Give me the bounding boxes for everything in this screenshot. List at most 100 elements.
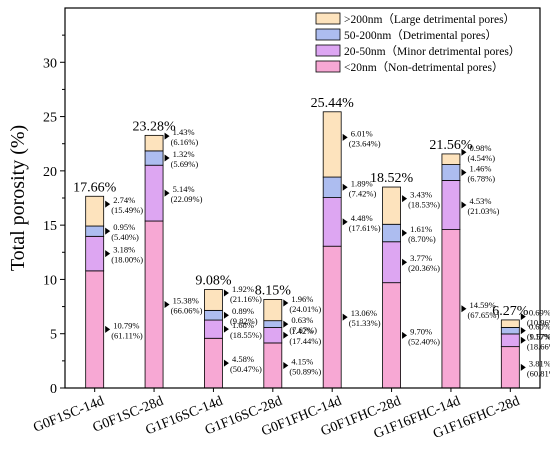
- bar-segment: [263, 320, 283, 328]
- segment-value-label: 4.15%: [291, 356, 313, 366]
- segment-share-label: (60.81%): [527, 368, 550, 378]
- legend-label: <20nm（Non-detrimental pores）: [344, 61, 503, 74]
- segment-share-label: (9.82%): [230, 316, 258, 326]
- legend-swatch: [315, 44, 341, 57]
- y-axis-label: Total porosity (%): [7, 125, 29, 271]
- segment-value-label: 9.70%: [410, 326, 432, 336]
- segment-value-label: 0.98%: [469, 143, 491, 153]
- segment-share-label: (7.67%): [289, 325, 317, 335]
- segment-share-label: (6.78%): [467, 173, 495, 183]
- segment-share-label: (61.11%): [111, 330, 143, 340]
- segment-share-label: (66.06%): [171, 306, 203, 316]
- bar-total-label: 21.56%: [429, 138, 473, 153]
- segment-value-label: 1.43%: [173, 127, 195, 137]
- bar-segment: [382, 241, 401, 284]
- annotation-arrow-icon: [223, 289, 229, 297]
- annotation-arrow-icon: [283, 320, 289, 328]
- bar-total-label: 23.28%: [132, 119, 176, 134]
- annotation-arrow-icon: [520, 336, 526, 344]
- annotation-arrow-icon: [223, 359, 229, 367]
- segment-value-label: 3.77%: [410, 253, 432, 263]
- bar-total-label: 18.52%: [370, 171, 414, 186]
- segment-value-label: 4.53%: [469, 196, 491, 206]
- bar-total-label: 8.15%: [255, 283, 292, 298]
- segment-share-label: (10.96%): [527, 318, 550, 328]
- bar-segment: [500, 319, 520, 328]
- segment-value-label: 2.74%: [113, 195, 135, 205]
- segment-share-label: (18.66%): [527, 341, 550, 351]
- segment-share-label: (51.33%): [349, 318, 381, 328]
- segment-share-label: (18.53%): [408, 200, 440, 210]
- annotation-arrow-icon: [342, 218, 348, 226]
- annotation-arrow-icon: [402, 229, 408, 237]
- annotation-arrow-icon: [223, 325, 229, 333]
- bar-segment: [322, 111, 342, 178]
- segment-share-label: (50.89%): [289, 366, 321, 376]
- segment-share-label: (4.54%): [467, 153, 495, 163]
- annotation-arrow-icon: [105, 200, 111, 208]
- bar-segment: [204, 319, 223, 339]
- segment-value-label: 15.38%: [173, 296, 199, 306]
- bar-segment: [382, 186, 401, 225]
- segment-share-label: (6.16%): [171, 137, 199, 147]
- segment-share-label: (20.36%): [408, 263, 440, 273]
- segment-value-label: 5.14%: [173, 184, 195, 194]
- segment-value-label: 1.92%: [232, 284, 254, 294]
- segment-share-label: (52.40%): [408, 336, 440, 346]
- annotation-arrow-icon: [283, 361, 289, 369]
- annotation-arrow-icon: [461, 305, 467, 313]
- bar-segment: [382, 282, 401, 389]
- bar-total-label: 6.27%: [492, 304, 529, 319]
- annotation-arrow-icon: [520, 363, 526, 371]
- bar-segment: [144, 150, 164, 166]
- bar-segment: [204, 289, 223, 311]
- bar-segment: [204, 309, 223, 321]
- y-tick-label: 5: [50, 328, 57, 343]
- segment-share-label: (23.64%): [349, 138, 381, 148]
- segment-share-label: (5.69%): [171, 159, 199, 169]
- segment-share-label: (24.01%): [289, 304, 321, 314]
- y-tick-label: 15: [43, 219, 57, 234]
- annotation-arrow-icon: [164, 301, 170, 309]
- segment-value-label: 4.58%: [232, 354, 254, 364]
- annotation-arrow-icon: [342, 133, 348, 141]
- bar-segment: [144, 134, 164, 152]
- segment-value-label: 10.79%: [113, 320, 139, 330]
- x-axis: G0F1SC-14dG0F1SC-28dG1F16SC-14dG1F16SC-2…: [31, 388, 522, 442]
- annotation-arrow-icon: [105, 325, 111, 333]
- segment-value-label: 1.61%: [410, 224, 432, 234]
- annotation-arrow-icon: [283, 299, 289, 307]
- annotation-arrow-icon: [342, 183, 348, 191]
- segment-value-label: 0.63%: [291, 315, 313, 325]
- y-tick-label: 20: [43, 165, 57, 180]
- bar-segment: [85, 235, 105, 272]
- legend-label: >200nm（Large detrimental pores）: [344, 13, 515, 26]
- segment-value-label: 0.95%: [113, 222, 135, 232]
- legend: >200nm（Large detrimental pores） 50-200nm（…: [315, 12, 520, 74]
- segment-value-label: 4.48%: [351, 213, 373, 223]
- segment-value-label: 1.42%: [291, 326, 313, 336]
- bar-segment: [322, 245, 342, 389]
- segment-share-label: (67.65%): [467, 310, 499, 320]
- annotation-arrow-icon: [283, 331, 289, 339]
- segment-share-label: (21.16%): [230, 294, 262, 304]
- segment-share-label: (17.61%): [349, 223, 381, 233]
- segment-share-label: (18.55%): [230, 330, 262, 340]
- legend-swatch: [315, 28, 341, 41]
- annotation-arrow-icon: [105, 227, 111, 235]
- y-tick-label: 25: [43, 111, 57, 126]
- bar-segment: [85, 195, 105, 227]
- bar-segment: [85, 270, 105, 389]
- bar-total-label: 25.44%: [311, 96, 355, 111]
- segment-value-label: 1.32%: [173, 149, 195, 159]
- segment-value-label: 14.59%: [469, 300, 495, 310]
- segment-value-label: 1.68%: [232, 320, 254, 330]
- y-tick-label: 10: [43, 273, 57, 288]
- segment-value-label: 6.01%: [351, 128, 373, 138]
- annotation-arrow-icon: [461, 168, 467, 176]
- legend-label: 50-200nm（Detrimental pores）: [344, 29, 497, 42]
- segment-share-label: (50.47%): [230, 364, 262, 374]
- bar-segment: [441, 164, 461, 181]
- legend-swatch: [315, 12, 341, 25]
